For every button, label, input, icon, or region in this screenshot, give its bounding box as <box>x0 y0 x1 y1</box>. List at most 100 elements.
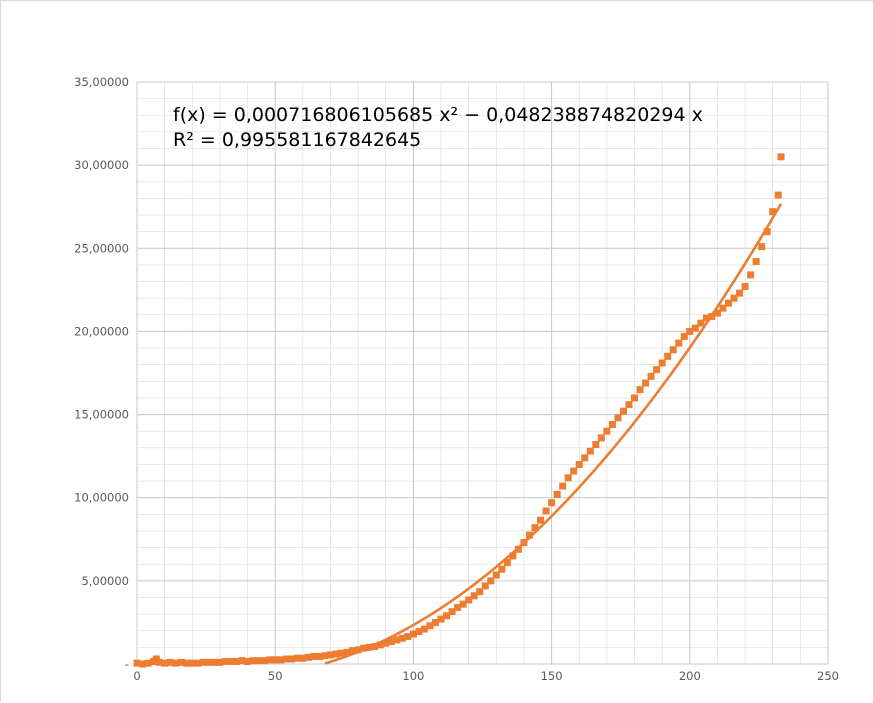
data-point <box>376 641 384 649</box>
data-point <box>426 622 434 630</box>
data-point <box>476 588 484 596</box>
data-point <box>393 636 401 644</box>
y-axis-tick-labels: - 5,00000 10,00000 15,00000 20,00000 25,00000… <box>74 75 129 671</box>
data-point <box>387 638 395 646</box>
data-point <box>409 630 417 638</box>
data-point <box>382 639 390 647</box>
data-point <box>304 653 312 661</box>
data-point <box>139 660 147 668</box>
data-point <box>321 652 329 660</box>
data-point <box>459 600 467 608</box>
data-point <box>354 646 362 654</box>
data-point <box>398 634 406 642</box>
data-point <box>777 153 785 161</box>
data-point <box>570 467 578 475</box>
data-point <box>288 655 296 663</box>
data-point <box>470 592 478 600</box>
data-point <box>608 421 616 429</box>
data-point <box>487 577 495 585</box>
data-point <box>564 474 572 482</box>
data-point <box>432 618 440 626</box>
data-point <box>133 659 141 667</box>
data-point <box>619 407 627 415</box>
data-point <box>210 658 218 666</box>
trendline <box>324 203 783 665</box>
data-point <box>443 612 451 620</box>
data-point <box>415 628 423 636</box>
data-point <box>597 434 605 442</box>
data-point <box>205 658 213 666</box>
data-point <box>437 615 445 623</box>
data-point <box>537 516 545 524</box>
data-point <box>360 644 368 652</box>
data-point <box>481 582 489 590</box>
data-point <box>730 294 738 302</box>
data-point <box>144 659 152 667</box>
data-point <box>315 653 323 661</box>
x-tick-label: 100 <box>402 669 424 683</box>
data-point <box>559 482 567 490</box>
data-point <box>266 656 274 664</box>
data-point <box>769 208 777 216</box>
y-tick-label: 20,00000 <box>74 324 129 338</box>
data-point <box>763 228 771 236</box>
grid-major <box>136 81 829 665</box>
data-point <box>277 656 285 664</box>
data-point <box>172 659 180 667</box>
data-point <box>404 633 412 641</box>
data-point <box>188 659 196 667</box>
data-point <box>465 596 473 604</box>
data-point <box>161 659 169 667</box>
data-point <box>741 283 749 291</box>
y-tick-label: 35,00000 <box>74 75 129 89</box>
data-point <box>592 441 600 449</box>
data-point <box>774 191 782 199</box>
data-point <box>492 571 500 579</box>
data-point <box>525 531 533 539</box>
data-point <box>724 299 732 307</box>
data-point <box>155 658 163 666</box>
data-point <box>647 372 655 380</box>
data-point <box>642 379 650 387</box>
x-tick-label: 200 <box>679 669 701 683</box>
data-point <box>498 565 506 573</box>
data-point <box>702 314 710 322</box>
data-point <box>244 658 252 666</box>
data-point <box>227 658 235 666</box>
data-point <box>553 490 561 498</box>
data-point <box>177 658 185 666</box>
data-point <box>221 658 229 666</box>
data-point <box>625 401 633 409</box>
data-point <box>216 658 224 666</box>
data-point <box>260 657 268 665</box>
data-point <box>752 258 760 266</box>
data-point <box>233 658 241 666</box>
data-point <box>603 427 611 435</box>
data-point <box>310 653 318 661</box>
data-point <box>349 647 357 655</box>
data-point <box>548 499 556 507</box>
data-point <box>575 460 583 468</box>
data-point <box>636 386 644 394</box>
data-point <box>531 524 539 532</box>
y-tick-label: 5,00000 <box>81 574 129 588</box>
data-point <box>653 366 661 374</box>
y-tick-label: - <box>125 657 129 671</box>
data-point <box>249 657 257 665</box>
x-tick-label: 250 <box>817 669 839 683</box>
x-tick-label: 150 <box>541 669 563 683</box>
data-point <box>686 327 694 335</box>
data-point <box>697 319 705 327</box>
data-point <box>338 649 346 657</box>
trendline-equation: f(x) = 0,000716806105685 x² − 0,04823887… <box>173 104 703 126</box>
data-point <box>326 651 334 659</box>
trendline-r-squared: R² = 0,995581167842645 <box>173 129 421 151</box>
data-point <box>183 659 191 667</box>
x-tick-label: 0 <box>133 669 140 683</box>
data-point <box>509 552 517 560</box>
data-point <box>166 658 174 666</box>
x-tick-label: 50 <box>268 669 283 683</box>
data-point <box>420 625 428 633</box>
